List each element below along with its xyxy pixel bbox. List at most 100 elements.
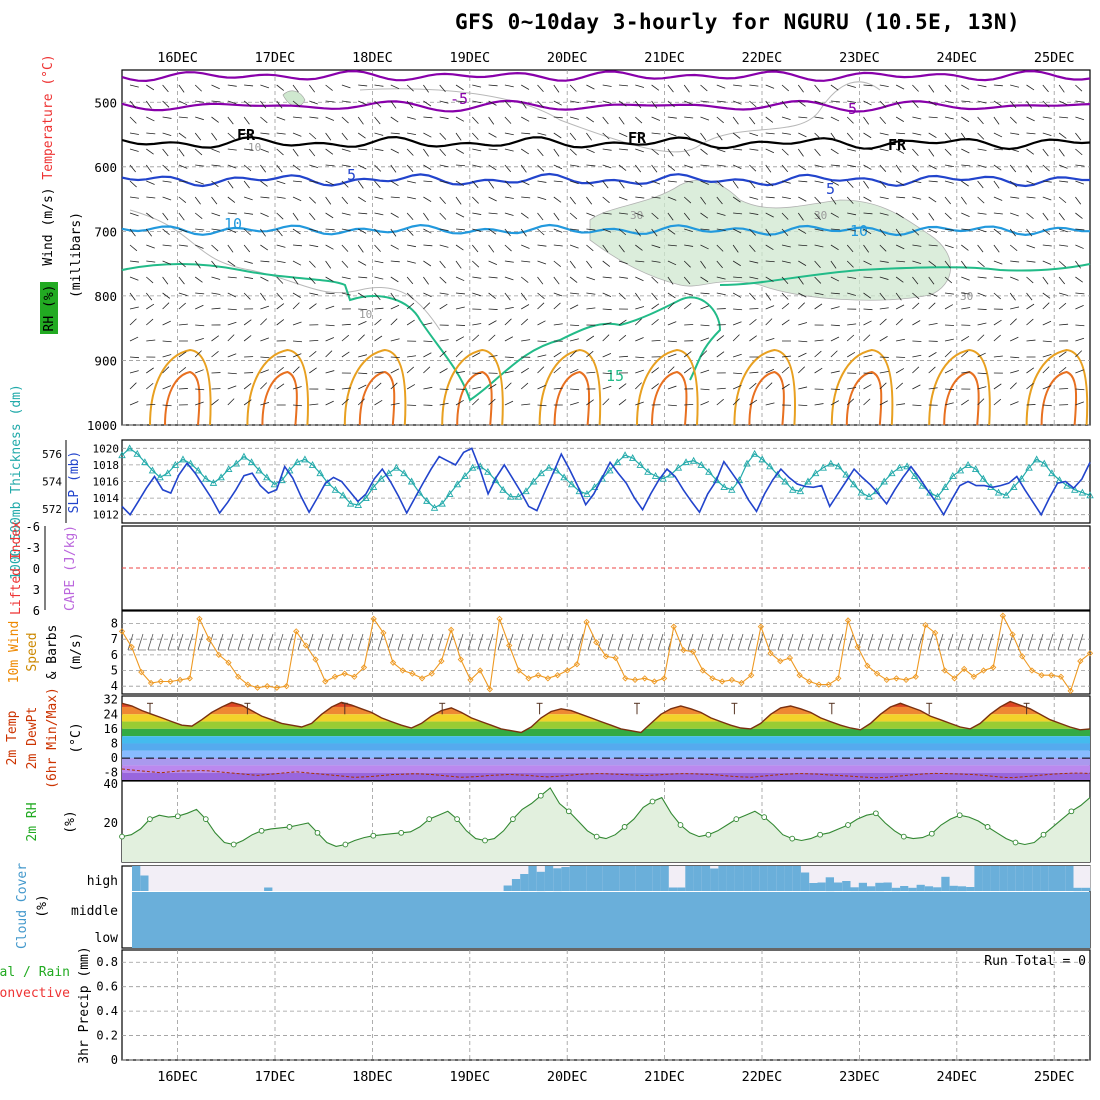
wind-barb — [1042, 164, 1050, 172]
wind-barb — [798, 366, 806, 374]
wind-barb — [807, 633, 814, 651]
wind-barb — [390, 382, 398, 390]
wind-barb — [406, 276, 414, 285]
wind-barb — [178, 116, 188, 119]
contour-label: 10 — [359, 308, 372, 321]
wind-barb — [129, 212, 139, 217]
rh-point — [174, 813, 181, 820]
level-tick-800: 800 — [94, 289, 117, 304]
date-label-bottom-18DEC: 18DEC — [352, 1069, 393, 1085]
wind-barb — [357, 398, 365, 406]
wind-barb — [397, 633, 404, 651]
wind-barb — [684, 116, 694, 119]
wind-barb — [944, 276, 953, 284]
wind-barb — [1037, 633, 1044, 651]
wind-barb — [390, 276, 399, 283]
wind-barb — [129, 148, 139, 152]
cloud-high-bg — [288, 866, 298, 891]
wind-barb — [260, 276, 269, 282]
wind-barb — [863, 196, 872, 202]
wind-barb — [667, 366, 675, 374]
upper-air-label-part: Wind (m/s) — [41, 187, 56, 265]
wind-barb — [847, 387, 857, 390]
wind-barb — [749, 335, 757, 342]
wind-barb — [765, 116, 774, 123]
wind-barb — [292, 244, 302, 247]
cloud-high-bg — [875, 866, 884, 891]
wind-barb — [227, 372, 237, 375]
wind-barb — [406, 366, 415, 374]
wind-barb — [957, 633, 964, 651]
thickness-point — [316, 469, 324, 477]
wind-barb — [488, 398, 496, 406]
wind-barb — [537, 164, 545, 172]
wind-barb — [896, 132, 906, 135]
thickness-point — [141, 458, 149, 466]
wind-barb — [927, 633, 934, 651]
cloud-high-bg — [363, 866, 372, 891]
wind-barb — [863, 320, 872, 326]
wind-barb — [292, 148, 299, 157]
date-label-top-23DEC: 23DEC — [839, 50, 880, 66]
wind-barb — [374, 116, 381, 125]
wind-barb — [439, 260, 446, 269]
wind-barb — [137, 633, 144, 651]
lifted-index-tick-1: -3 — [26, 541, 40, 555]
wind-barb — [390, 228, 397, 237]
wind-barb — [667, 260, 677, 266]
temp-band — [122, 750, 1090, 759]
wind-barb — [472, 276, 482, 279]
wind-barb — [961, 180, 969, 187]
wind-barb — [618, 319, 627, 326]
thickness-point — [217, 473, 225, 481]
wind-barb — [879, 336, 888, 342]
wind-barb — [912, 212, 919, 221]
cloud-high-bar — [536, 871, 546, 892]
wind-barb — [847, 228, 857, 232]
lifted-index-label: Lifted Index — [9, 521, 24, 615]
cloud-high-bar — [635, 866, 645, 891]
date-label-top-20DEC: 20DEC — [547, 50, 588, 66]
wind-barb — [717, 633, 724, 651]
wind-barb — [586, 196, 593, 205]
wind-barb — [1058, 212, 1065, 221]
wind-barb — [292, 212, 299, 221]
wind-barb — [145, 228, 152, 237]
wind-barb — [993, 164, 1002, 171]
wind-barb — [1042, 276, 1049, 285]
wind-barb — [309, 292, 319, 296]
thickness-point — [849, 480, 858, 488]
wind-barb — [830, 164, 840, 167]
wind-barb — [618, 116, 625, 125]
thickness-point — [522, 487, 530, 495]
wind-barb — [602, 164, 612, 169]
wind-barb — [1026, 228, 1033, 237]
panel-frame-wind — [121, 610, 1091, 695]
wind-barb — [423, 100, 432, 107]
cloud-high-bg — [206, 866, 215, 891]
wind-barb — [700, 337, 710, 342]
cloud-high-bar — [520, 874, 529, 891]
wind-barb — [517, 633, 524, 651]
thickness-point — [224, 465, 233, 472]
cloud-high-bar — [511, 879, 521, 891]
wind-speed-point — [254, 684, 261, 691]
wind-speed-point — [1048, 672, 1055, 679]
contour-label: 10 — [248, 141, 261, 154]
wind-barb — [814, 350, 822, 358]
wind-barb — [309, 228, 319, 232]
wind-barb — [195, 337, 204, 342]
thickness-point — [796, 487, 805, 495]
wind-barb — [406, 384, 416, 390]
rh-point — [789, 835, 796, 842]
cloud-high-bar — [858, 882, 868, 892]
wind-barb — [1075, 116, 1085, 121]
wind-barb — [586, 399, 594, 406]
wind-barb — [195, 100, 205, 103]
wind-barb — [292, 132, 302, 137]
cloud-high-bar — [941, 876, 950, 891]
wind-barb — [797, 276, 804, 285]
wind-barb — [912, 132, 922, 136]
wind-speed-point — [564, 667, 571, 674]
slp-tick-1014: 1014 — [93, 492, 120, 505]
